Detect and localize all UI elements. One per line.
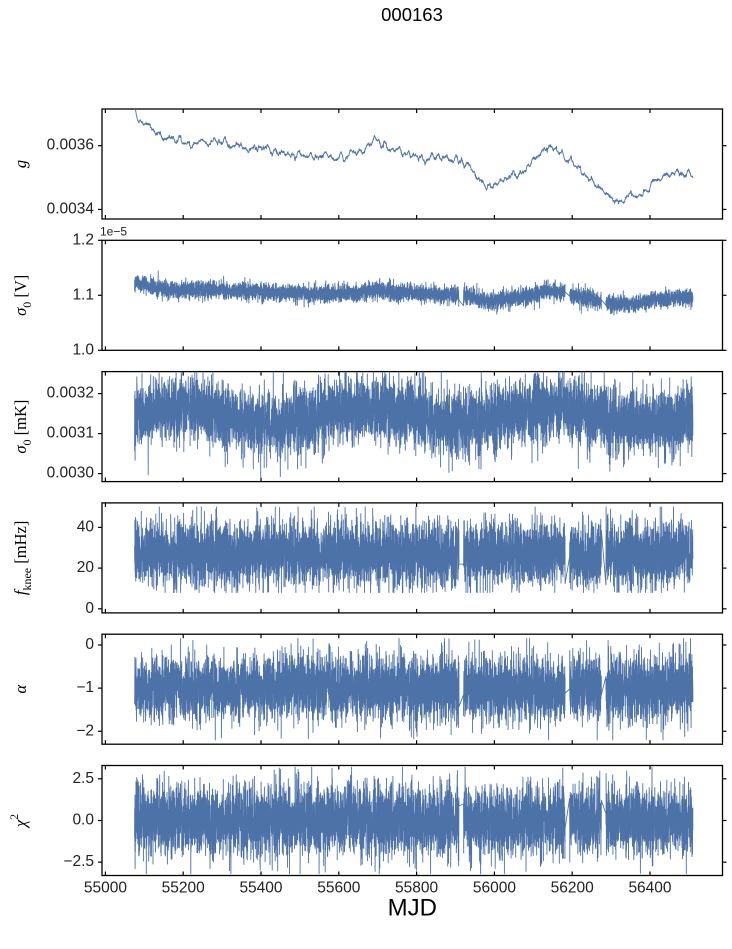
svg-text:α: α: [11, 685, 30, 694]
svg-text:1e−5: 1e−5: [100, 224, 127, 238]
svg-text:55200: 55200: [162, 880, 205, 897]
svg-text:1.2: 1.2: [72, 231, 94, 248]
svg-text:0.0: 0.0: [72, 812, 94, 829]
svg-text:0.0031: 0.0031: [47, 425, 94, 442]
svg-text:56400: 56400: [628, 880, 671, 897]
svg-text:20: 20: [77, 559, 95, 576]
svg-text:0.0036: 0.0036: [47, 137, 94, 154]
svg-text:g: g: [11, 160, 30, 168]
svg-text:−2.5: −2.5: [63, 853, 94, 870]
svg-text:0.0030: 0.0030: [47, 465, 95, 482]
svg-text:0: 0: [85, 600, 94, 617]
svg-text:56000: 56000: [473, 880, 516, 897]
svg-text:−1: −1: [76, 679, 94, 696]
svg-text:000163: 000163: [381, 4, 443, 25]
svg-text:55000: 55000: [84, 880, 127, 897]
svg-text:0: 0: [85, 636, 94, 653]
svg-text:40: 40: [77, 518, 95, 535]
svg-text:−2: −2: [76, 722, 94, 739]
svg-text:MJD: MJD: [388, 895, 437, 922]
svg-text:1.1: 1.1: [72, 286, 94, 303]
svg-text:2.5: 2.5: [72, 770, 94, 787]
svg-text:1.0: 1.0: [72, 341, 94, 358]
svg-text:55600: 55600: [317, 880, 360, 897]
svg-text:55400: 55400: [239, 880, 282, 897]
svg-text:56200: 56200: [551, 880, 594, 897]
svg-text:0.0034: 0.0034: [47, 200, 95, 217]
svg-text:0.0032: 0.0032: [47, 385, 94, 402]
